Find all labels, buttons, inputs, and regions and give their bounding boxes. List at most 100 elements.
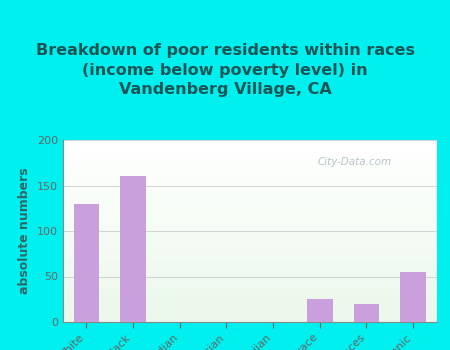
Bar: [63, 260, 436, 261]
Bar: [63, 274, 436, 275]
Bar: [63, 213, 436, 214]
Bar: [63, 217, 436, 218]
Bar: [63, 206, 436, 207]
Bar: [63, 283, 436, 284]
Bar: [63, 309, 436, 310]
Bar: [63, 232, 436, 233]
Bar: [63, 313, 436, 314]
Bar: [63, 237, 436, 238]
Bar: [63, 146, 436, 147]
Bar: [63, 258, 436, 259]
Bar: [63, 303, 436, 304]
Bar: [63, 223, 436, 224]
Bar: [63, 259, 436, 260]
Bar: [63, 229, 436, 230]
Bar: [63, 241, 436, 242]
Bar: [63, 171, 436, 172]
Bar: [63, 305, 436, 306]
Bar: [63, 249, 436, 250]
Bar: [63, 151, 436, 152]
Bar: [63, 216, 436, 217]
Bar: [63, 183, 436, 184]
Bar: [63, 291, 436, 292]
Bar: [63, 191, 436, 192]
Bar: [63, 167, 436, 168]
Bar: [63, 256, 436, 257]
Bar: [63, 231, 436, 232]
Bar: [63, 170, 436, 171]
Bar: [63, 200, 436, 201]
Bar: [63, 203, 436, 204]
Bar: [63, 180, 436, 181]
Bar: [63, 177, 436, 178]
Bar: [354, 304, 379, 322]
Bar: [63, 270, 436, 271]
Bar: [63, 188, 436, 189]
Bar: [63, 219, 436, 220]
Bar: [63, 271, 436, 272]
Bar: [63, 269, 436, 270]
Bar: [63, 212, 436, 213]
Bar: [63, 157, 436, 158]
Bar: [63, 276, 436, 278]
Bar: [63, 300, 436, 301]
Bar: [63, 210, 436, 211]
Bar: [63, 261, 436, 262]
Bar: [63, 262, 436, 263]
Bar: [63, 286, 436, 287]
Bar: [120, 176, 146, 322]
Bar: [63, 312, 436, 313]
Bar: [63, 282, 436, 283]
Bar: [63, 187, 436, 188]
Bar: [63, 161, 436, 162]
Bar: [63, 173, 436, 174]
Bar: [63, 292, 436, 293]
Bar: [63, 273, 436, 274]
Bar: [63, 174, 436, 175]
Bar: [63, 220, 436, 221]
Bar: [400, 272, 426, 322]
Bar: [63, 267, 436, 268]
Bar: [63, 242, 436, 243]
Bar: [63, 250, 436, 251]
Bar: [63, 304, 436, 305]
Bar: [63, 279, 436, 280]
Bar: [63, 314, 436, 315]
Bar: [63, 285, 436, 286]
Bar: [63, 301, 436, 302]
Bar: [63, 228, 436, 229]
Bar: [63, 224, 436, 225]
Bar: [63, 307, 436, 308]
Bar: [63, 248, 436, 249]
Bar: [63, 298, 436, 299]
Bar: [63, 179, 436, 180]
Bar: [63, 198, 436, 199]
Bar: [63, 205, 436, 206]
Y-axis label: absolute numbers: absolute numbers: [18, 168, 32, 294]
Bar: [63, 222, 436, 223]
Bar: [63, 218, 436, 219]
Bar: [63, 221, 436, 222]
Bar: [63, 317, 436, 318]
Bar: [63, 254, 436, 255]
Bar: [63, 175, 436, 176]
Bar: [63, 158, 436, 159]
Bar: [63, 253, 436, 254]
Bar: [63, 150, 436, 151]
Bar: [63, 238, 436, 239]
Bar: [63, 299, 436, 300]
Bar: [63, 140, 436, 141]
Bar: [63, 211, 436, 212]
Bar: [63, 244, 436, 245]
Bar: [63, 295, 436, 296]
Bar: [63, 266, 436, 267]
Bar: [63, 145, 436, 146]
Bar: [63, 257, 436, 258]
Bar: [63, 176, 436, 177]
Bar: [63, 193, 436, 194]
Bar: [63, 196, 436, 197]
Bar: [63, 197, 436, 198]
Bar: [63, 192, 436, 193]
Bar: [63, 247, 436, 248]
Bar: [63, 156, 436, 157]
